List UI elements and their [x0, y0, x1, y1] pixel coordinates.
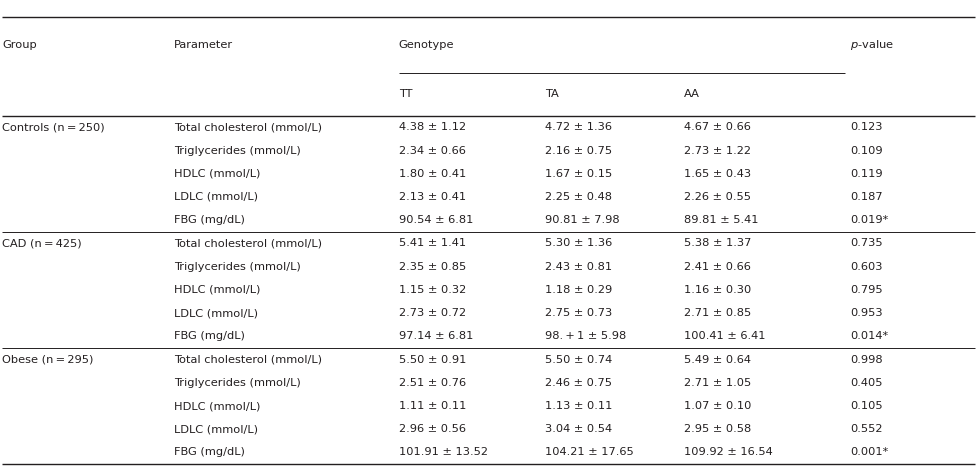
Text: LDLC (mmol/L): LDLC (mmol/L)	[174, 424, 258, 434]
Text: 2.51 ± 0.76: 2.51 ± 0.76	[399, 378, 466, 388]
Text: 98. + 1 ± 5.98: 98. + 1 ± 5.98	[545, 331, 626, 341]
Text: 2.41 ± 0.66: 2.41 ± 0.66	[684, 262, 750, 272]
Text: 90.81 ± 7.98: 90.81 ± 7.98	[545, 215, 619, 225]
Text: 4.38 ± 1.12: 4.38 ± 1.12	[399, 122, 466, 132]
Text: LDLC (mmol/L): LDLC (mmol/L)	[174, 192, 258, 202]
Text: 2.43 ± 0.81: 2.43 ± 0.81	[545, 262, 613, 272]
Text: 101.91 ± 13.52: 101.91 ± 13.52	[399, 447, 488, 457]
Text: FBG (mg/dL): FBG (mg/dL)	[174, 331, 245, 341]
Text: 0.119: 0.119	[850, 169, 882, 179]
Text: 2.35 ± 0.85: 2.35 ± 0.85	[399, 262, 466, 272]
Text: FBG (mg/dL): FBG (mg/dL)	[174, 447, 245, 457]
Text: Triglycerides (mmol/L): Triglycerides (mmol/L)	[174, 146, 301, 156]
Text: 2.26 ± 0.55: 2.26 ± 0.55	[684, 192, 751, 202]
Text: 2.25 ± 0.48: 2.25 ± 0.48	[545, 192, 613, 202]
Text: 2.73 ± 1.22: 2.73 ± 1.22	[684, 146, 751, 156]
Text: 1.13 ± 0.11: 1.13 ± 0.11	[545, 401, 613, 411]
Text: 5.41 ± 1.41: 5.41 ± 1.41	[399, 238, 466, 248]
Text: 2.71 ± 1.05: 2.71 ± 1.05	[684, 378, 751, 388]
Text: 5.50 ± 0.74: 5.50 ± 0.74	[545, 355, 613, 365]
Text: 3.04 ± 0.54: 3.04 ± 0.54	[545, 424, 613, 434]
Text: 2.95 ± 0.58: 2.95 ± 0.58	[684, 424, 751, 434]
Text: Group: Group	[2, 40, 37, 50]
Text: $p$-value: $p$-value	[850, 38, 894, 52]
Text: TT: TT	[399, 89, 412, 99]
Text: LDLC (mmol/L): LDLC (mmol/L)	[174, 308, 258, 318]
Text: 0.123: 0.123	[850, 122, 882, 132]
Text: 5.38 ± 1.37: 5.38 ± 1.37	[684, 238, 751, 248]
Text: 89.81 ± 5.41: 89.81 ± 5.41	[684, 215, 758, 225]
Text: 2.46 ± 0.75: 2.46 ± 0.75	[545, 378, 613, 388]
Text: HDLC (mmol/L): HDLC (mmol/L)	[174, 169, 260, 179]
Text: 1.11 ± 0.11: 1.11 ± 0.11	[399, 401, 466, 411]
Text: 1.16 ± 0.30: 1.16 ± 0.30	[684, 285, 751, 295]
Text: 2.16 ± 0.75: 2.16 ± 0.75	[545, 146, 613, 156]
Text: 4.67 ± 0.66: 4.67 ± 0.66	[684, 122, 750, 132]
Text: HDLC (mmol/L): HDLC (mmol/L)	[174, 285, 260, 295]
Text: HDLC (mmol/L): HDLC (mmol/L)	[174, 401, 260, 411]
Text: 0.405: 0.405	[850, 378, 882, 388]
Text: Obese (n = 295): Obese (n = 295)	[2, 355, 94, 365]
Text: 1.18 ± 0.29: 1.18 ± 0.29	[545, 285, 613, 295]
Text: 0.001*: 0.001*	[850, 447, 888, 457]
Text: 0.019*: 0.019*	[850, 215, 888, 225]
Text: 2.34 ± 0.66: 2.34 ± 0.66	[399, 146, 465, 156]
Text: 2.96 ± 0.56: 2.96 ± 0.56	[399, 424, 466, 434]
Text: FBG (mg/dL): FBG (mg/dL)	[174, 215, 245, 225]
Text: 0.795: 0.795	[850, 285, 882, 295]
Text: 0.603: 0.603	[850, 262, 882, 272]
Text: 90.54 ± 6.81: 90.54 ± 6.81	[399, 215, 473, 225]
Text: 2.71 ± 0.85: 2.71 ± 0.85	[684, 308, 751, 318]
Text: Controls (n = 250): Controls (n = 250)	[2, 122, 105, 132]
Text: 0.187: 0.187	[850, 192, 882, 202]
Text: Genotype: Genotype	[399, 40, 454, 50]
Text: 2.13 ± 0.41: 2.13 ± 0.41	[399, 192, 466, 202]
Text: 100.41 ± 6.41: 100.41 ± 6.41	[684, 331, 765, 341]
Text: 2.75 ± 0.73: 2.75 ± 0.73	[545, 308, 613, 318]
Text: Parameter: Parameter	[174, 40, 234, 50]
Text: 104.21 ± 17.65: 104.21 ± 17.65	[545, 447, 634, 457]
Text: 0.014*: 0.014*	[850, 331, 888, 341]
Text: 5.49 ± 0.64: 5.49 ± 0.64	[684, 355, 751, 365]
Text: 1.07 ± 0.10: 1.07 ± 0.10	[684, 401, 751, 411]
Text: 1.80 ± 0.41: 1.80 ± 0.41	[399, 169, 466, 179]
Text: 1.65 ± 0.43: 1.65 ± 0.43	[684, 169, 751, 179]
Text: 2.73 ± 0.72: 2.73 ± 0.72	[399, 308, 466, 318]
Text: 0.105: 0.105	[850, 401, 882, 411]
Text: 0.552: 0.552	[850, 424, 882, 434]
Text: 4.72 ± 1.36: 4.72 ± 1.36	[545, 122, 613, 132]
Text: AA: AA	[684, 89, 700, 99]
Text: Triglycerides (mmol/L): Triglycerides (mmol/L)	[174, 262, 301, 272]
Text: Triglycerides (mmol/L): Triglycerides (mmol/L)	[174, 378, 301, 388]
Text: 0.953: 0.953	[850, 308, 882, 318]
Text: 0.998: 0.998	[850, 355, 882, 365]
Text: 0.109: 0.109	[850, 146, 882, 156]
Text: Total cholesterol (mmol/L): Total cholesterol (mmol/L)	[174, 122, 321, 132]
Text: 5.30 ± 1.36: 5.30 ± 1.36	[545, 238, 613, 248]
Text: 97.14 ± 6.81: 97.14 ± 6.81	[399, 331, 473, 341]
Text: 5.50 ± 0.91: 5.50 ± 0.91	[399, 355, 466, 365]
Text: Total cholesterol (mmol/L): Total cholesterol (mmol/L)	[174, 355, 321, 365]
Text: Total cholesterol (mmol/L): Total cholesterol (mmol/L)	[174, 238, 321, 248]
Text: 0.735: 0.735	[850, 238, 882, 248]
Text: CAD (n = 425): CAD (n = 425)	[2, 238, 81, 248]
Text: 1.15 ± 0.32: 1.15 ± 0.32	[399, 285, 466, 295]
Text: 109.92 ± 16.54: 109.92 ± 16.54	[684, 447, 773, 457]
Text: 1.67 ± 0.15: 1.67 ± 0.15	[545, 169, 613, 179]
Text: TA: TA	[545, 89, 559, 99]
